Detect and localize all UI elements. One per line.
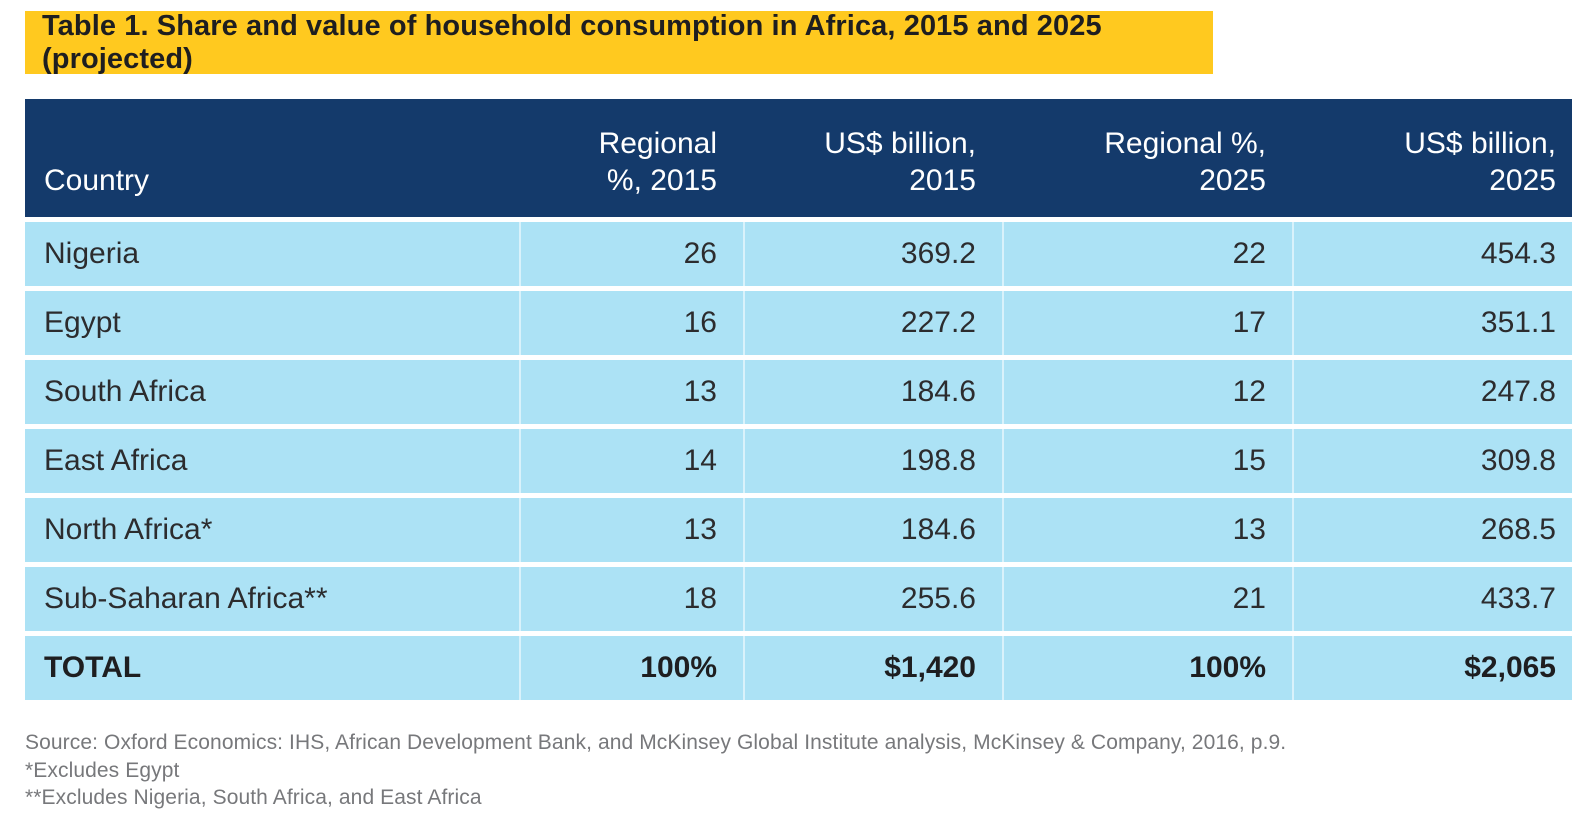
column-header-usd-billion-2025: US$ billion, 2025 — [1292, 99, 1572, 217]
cell-regional-pct-2015: 26 — [519, 222, 743, 286]
column-header-regional-pct-2025: Regional %, 2025 — [1002, 99, 1292, 217]
cell-usd-billion-2015: 184.6 — [743, 360, 1002, 424]
cell-regional-pct-2025: 17 — [1002, 291, 1292, 355]
cell-regional-pct-2025: 13 — [1002, 498, 1292, 562]
cell-country: Sub-Saharan Africa** — [25, 567, 519, 631]
table-title: Table 1. Share and value of household co… — [42, 9, 1102, 75]
cell-country: South Africa — [25, 360, 519, 424]
cell-total-regional-pct-2015: 100% — [519, 636, 743, 700]
cell-regional-pct-2025: 21 — [1002, 567, 1292, 631]
cell-country: East Africa — [25, 429, 519, 493]
cell-usd-billion-2025: 268.5 — [1292, 498, 1572, 562]
cell-usd-billion-2025: 247.8 — [1292, 360, 1572, 424]
household-consumption-table: Country Regional %, 2015 US$ billion, 20… — [25, 94, 1572, 705]
table-row-north-africa: North Africa* 13 184.6 13 268.5 — [25, 498, 1572, 562]
cell-total-usd-billion-2015: $1,420 — [743, 636, 1002, 700]
column-header-regional-pct-2015: Regional %, 2015 — [519, 99, 743, 217]
cell-usd-billion-2015: 369.2 — [743, 222, 1002, 286]
cell-usd-billion-2015: 198.8 — [743, 429, 1002, 493]
cell-country: Nigeria — [25, 222, 519, 286]
cell-regional-pct-2015: 18 — [519, 567, 743, 631]
cell-regional-pct-2015: 13 — [519, 360, 743, 424]
cell-regional-pct-2025: 15 — [1002, 429, 1292, 493]
footnote-excludes-egypt: *Excludes Egypt — [25, 758, 180, 782]
table-row-nigeria: Nigeria 26 369.2 22 454.3 — [25, 222, 1572, 286]
column-header-country: Country — [25, 99, 519, 217]
cell-total-label: TOTAL — [25, 636, 519, 700]
cell-usd-billion-2015: 227.2 — [743, 291, 1002, 355]
cell-regional-pct-2015: 14 — [519, 429, 743, 493]
cell-regional-pct-2025: 22 — [1002, 222, 1292, 286]
cell-country: North Africa* — [25, 498, 519, 562]
table-row-east-africa: East Africa 14 198.8 15 309.8 — [25, 429, 1572, 493]
cell-country: Egypt — [25, 291, 519, 355]
table-title-banner: Table 1. Share and value of household co… — [25, 9, 1213, 75]
cell-regional-pct-2015: 13 — [519, 498, 743, 562]
table-row-sub-saharan-africa: Sub-Saharan Africa** 18 255.6 21 433.7 — [25, 567, 1572, 631]
table-row-total: TOTAL 100% $1,420 100% $2,065 — [25, 636, 1572, 700]
table-row-egypt: Egypt 16 227.2 17 351.1 — [25, 291, 1572, 355]
source-note: Source: Oxford Economics: IHS, African D… — [25, 731, 1287, 754]
cell-regional-pct-2025: 12 — [1002, 360, 1292, 424]
cell-regional-pct-2015: 16 — [519, 291, 743, 355]
cell-usd-billion-2025: 454.3 — [1292, 222, 1572, 286]
cell-usd-billion-2025: 351.1 — [1292, 291, 1572, 355]
footnote-excludes-nigeria-sa-ea: **Excludes Nigeria, South Africa, and Ea… — [25, 786, 482, 809]
cell-total-usd-billion-2025: $2,065 — [1292, 636, 1572, 700]
cell-usd-billion-2025: 309.8 — [1292, 429, 1572, 493]
cell-usd-billion-2015: 184.6 — [743, 498, 1002, 562]
cell-total-regional-pct-2025: 100% — [1002, 636, 1292, 700]
cell-usd-billion-2025: 433.7 — [1292, 567, 1572, 631]
table-row-south-africa: South Africa 13 184.6 12 247.8 — [25, 360, 1572, 424]
cell-usd-billion-2015: 255.6 — [743, 567, 1002, 631]
footnotes: Source: Oxford Economics: IHS, African D… — [25, 729, 1286, 812]
table-header-row: Country Regional %, 2015 US$ billion, 20… — [25, 99, 1572, 217]
column-header-usd-billion-2015: US$ billion, 2015 — [743, 99, 1002, 217]
